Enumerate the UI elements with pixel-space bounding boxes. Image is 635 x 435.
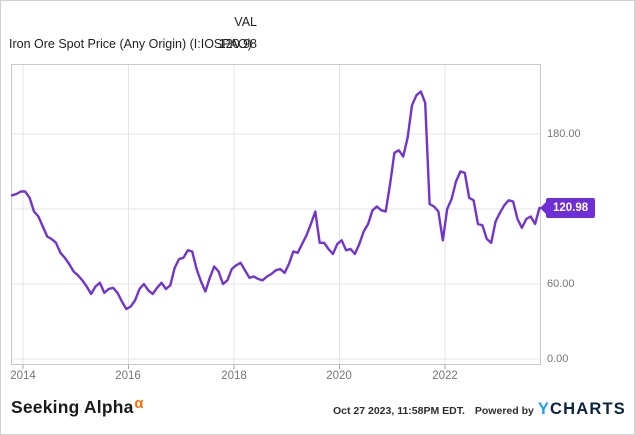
timestamp: Oct 27 2023, 11:58PM EDT. xyxy=(332,405,465,417)
footer-attribution: Oct 27 2023, 11:58PM EDT. Powered by YCH… xyxy=(333,400,626,419)
ycharts-y-icon: Y xyxy=(537,400,551,418)
x-axis-tick-label: 2016 xyxy=(115,370,141,382)
alpha-icon: α xyxy=(134,396,144,412)
value-column-header: VAL xyxy=(234,15,257,29)
ycharts-logo: YCHARTS xyxy=(538,400,626,419)
last-value-badge: 120.98 xyxy=(539,198,596,218)
x-axis-tick-label: 2020 xyxy=(326,370,352,382)
x-axis-tick-label: 2018 xyxy=(221,370,247,382)
ycharts-wordmark: CHARTS xyxy=(550,400,626,418)
powered-by-label: Powered by xyxy=(474,405,534,417)
price-line-chart xyxy=(11,64,541,369)
seeking-alpha-logo: Seeking Alphaα xyxy=(11,396,144,418)
y-axis-tick-label: 60.00 xyxy=(547,278,575,290)
series-current-value: 120.98 xyxy=(218,37,257,51)
y-axis-tick-label: 180.00 xyxy=(547,128,581,140)
plot-area xyxy=(11,64,541,371)
x-axis-tick-label: 2014 xyxy=(10,370,36,382)
x-axis-tick-label: 2022 xyxy=(432,370,458,382)
seeking-alpha-wordmark: Seeking Alpha xyxy=(11,397,134,417)
series-title: Iron Ore Spot Price (Any Origin) (I:IOSP… xyxy=(9,37,252,51)
y-axis-tick-label: 0.00 xyxy=(547,353,569,365)
